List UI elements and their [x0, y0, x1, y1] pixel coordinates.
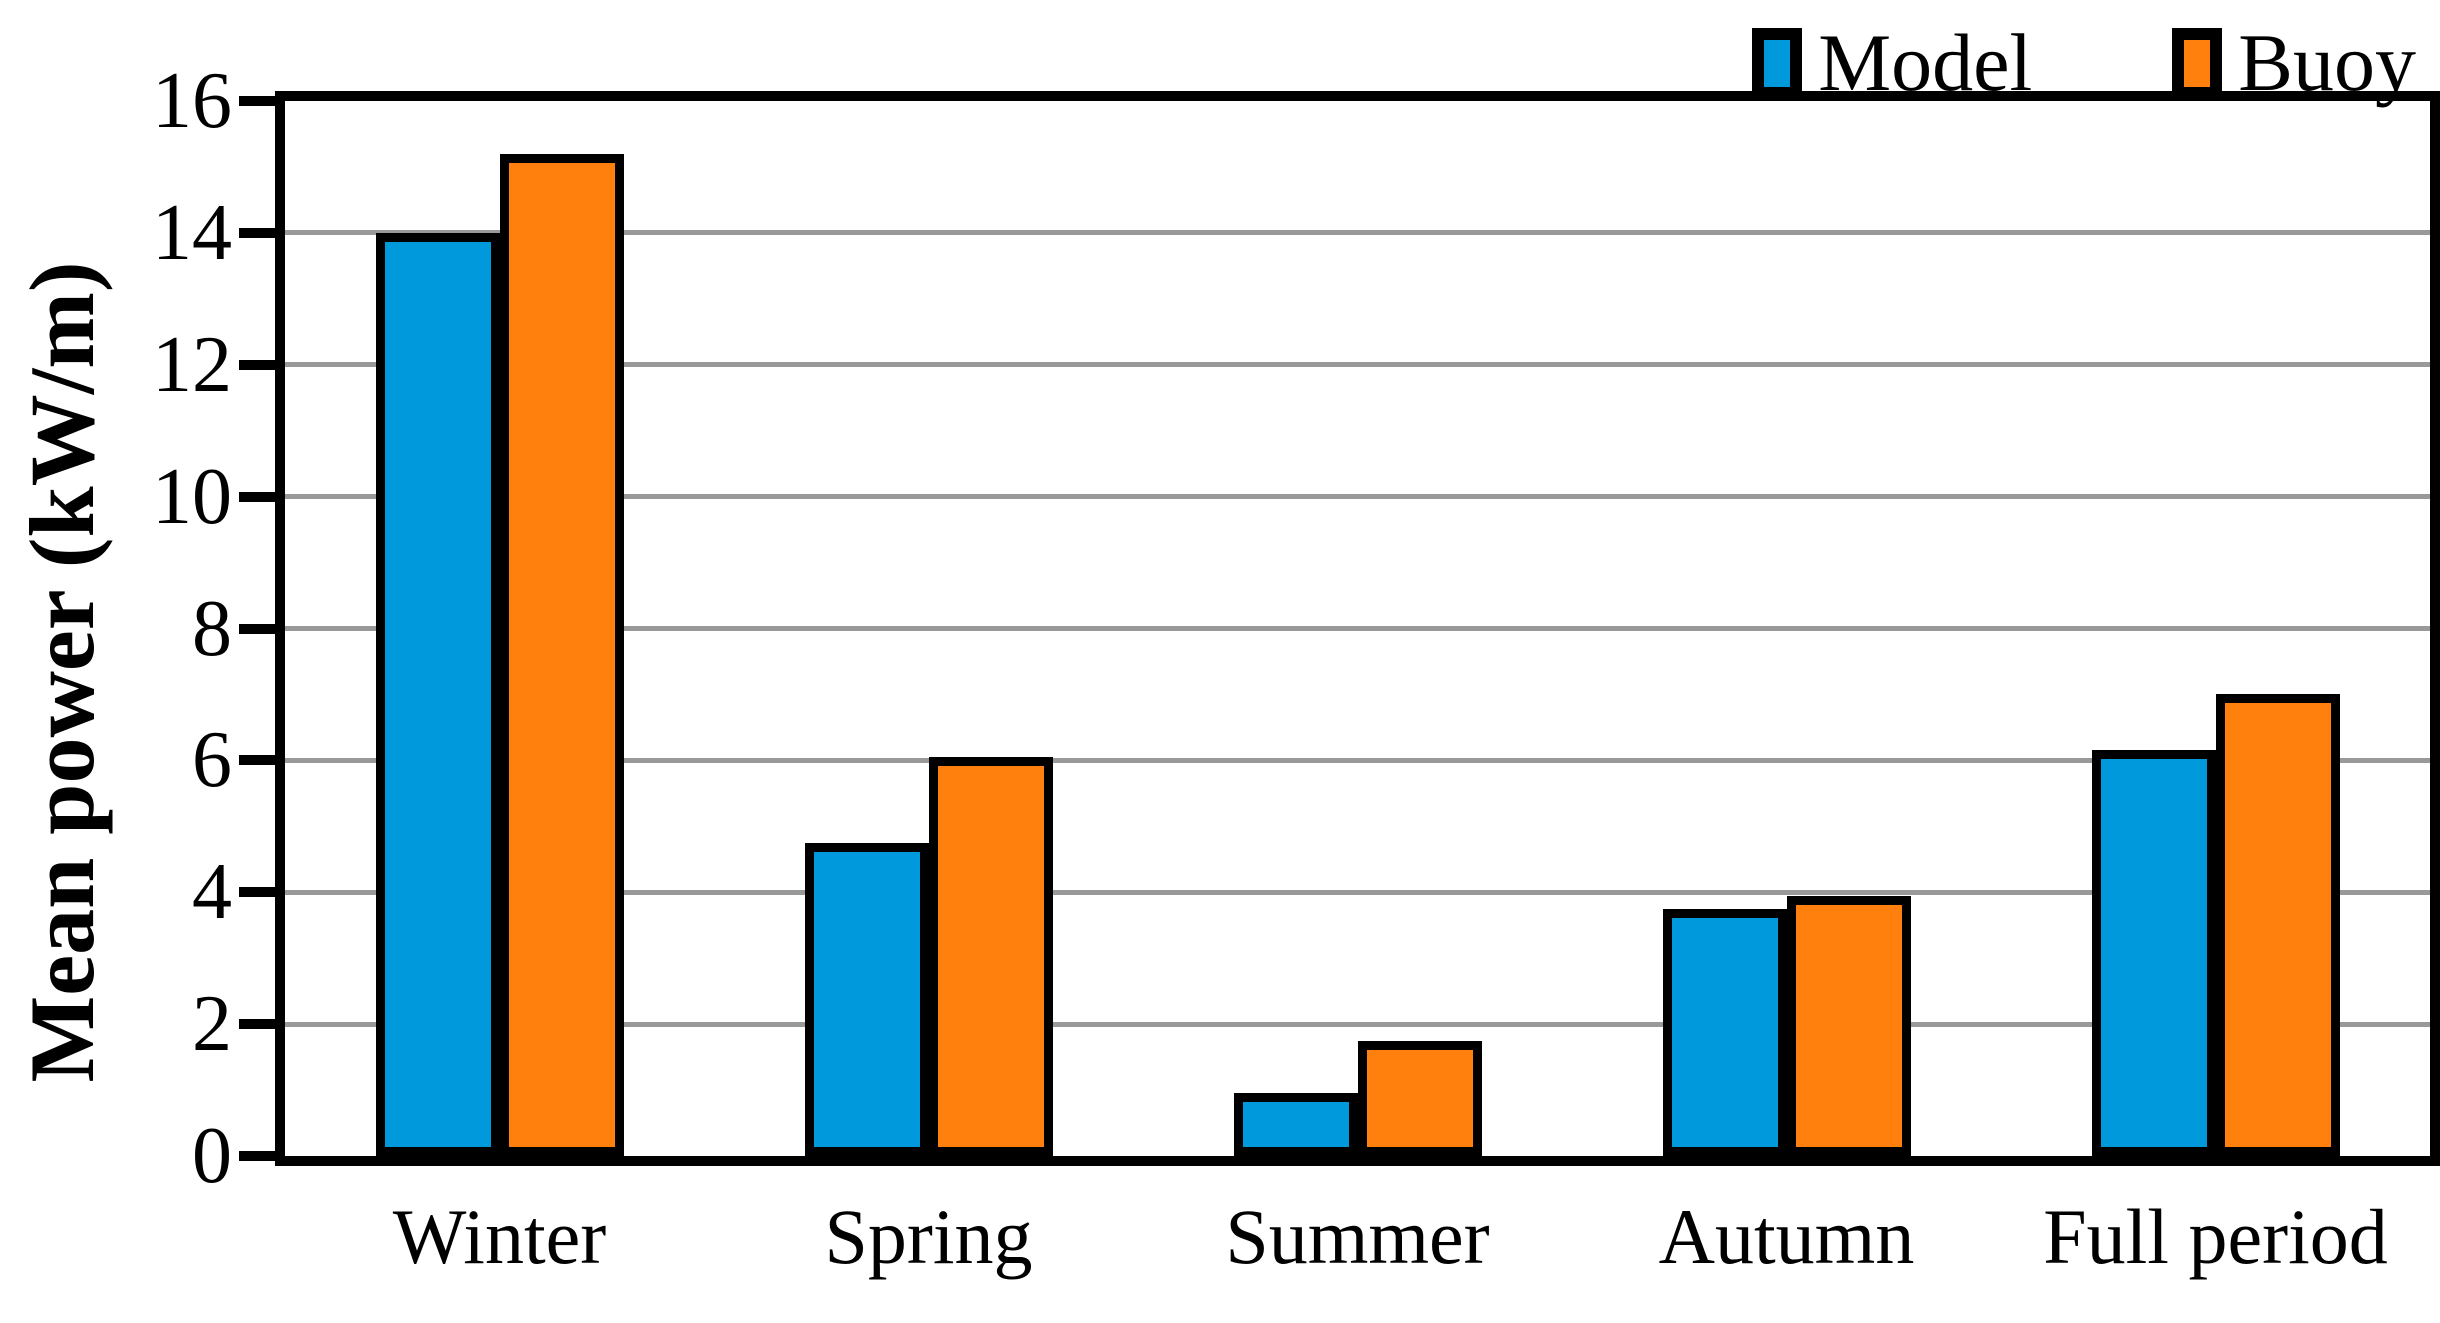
- y-tick-16: [239, 96, 275, 106]
- gridline-y2: [285, 1021, 2430, 1027]
- y-tick-label-10: 10: [152, 452, 232, 541]
- y-tick-label-8: 8: [192, 584, 232, 673]
- y-tick-label-16: 16: [152, 57, 232, 145]
- y-tick-4: [239, 887, 275, 898]
- bar-buoy-summer: [1357, 1041, 1482, 1156]
- x-category-label-winter: Winter: [392, 1193, 607, 1280]
- x-category-label-autumn: Autumn: [1658, 1193, 1915, 1280]
- plot-frame: [275, 91, 2440, 1166]
- gridline-y8: [285, 626, 2430, 631]
- legend-item-model: Model: [1752, 22, 2032, 104]
- y-tick-12: [239, 359, 275, 370]
- y-tick-14: [239, 227, 275, 238]
- gridline-y6: [285, 757, 2430, 763]
- gridline-y4: [285, 889, 2430, 895]
- model-swatch-icon: [1752, 27, 1803, 99]
- y-tick-label-2: 2: [192, 980, 232, 1069]
- bar-buoy-full-period: [2215, 694, 2340, 1156]
- x-category-label-full-period: Full period: [2043, 1193, 2388, 1280]
- gridline-y14: [285, 230, 2430, 236]
- y-tick-0: [239, 1151, 275, 1161]
- bar-model-winter: [375, 233, 500, 1156]
- buoy-swatch-icon: [2172, 27, 2223, 99]
- y-tick-label-0: 0: [192, 1112, 232, 1200]
- y-tick-label-6: 6: [192, 716, 232, 805]
- legend: Model Buoy: [0, 22, 2440, 104]
- legend-label-buoy: Buoy: [2238, 17, 2416, 108]
- gridline-y10: [285, 494, 2430, 500]
- x-category-label-spring: Spring: [824, 1193, 1033, 1280]
- bar-buoy-winter: [499, 154, 624, 1156]
- bar-model-full-period: [2091, 750, 2216, 1156]
- x-category-label-summer: Summer: [1225, 1193, 1490, 1280]
- y-tick-2: [239, 1019, 275, 1030]
- bar-buoy-autumn: [1786, 896, 1911, 1156]
- bar-model-summer: [1233, 1093, 1358, 1156]
- legend-label-model: Model: [1818, 17, 2033, 108]
- bar-model-spring: [804, 843, 929, 1156]
- bar-buoy-spring: [928, 757, 1053, 1156]
- gridline-y12: [285, 362, 2430, 368]
- y-tick-label-14: 14: [152, 188, 232, 277]
- legend-item-buoy: Buoy: [2172, 22, 2416, 104]
- y-tick-6: [239, 755, 275, 766]
- y-tick-10: [239, 491, 275, 502]
- y-tick-label-4: 4: [192, 848, 232, 937]
- y-tick-8: [239, 623, 275, 634]
- y-tick-label-12: 12: [152, 320, 232, 409]
- bar-model-autumn: [1662, 909, 1787, 1156]
